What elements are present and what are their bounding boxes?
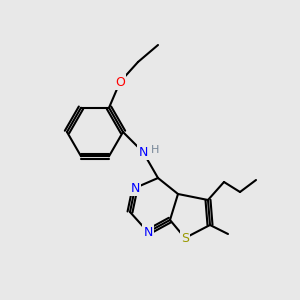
- Text: O: O: [115, 76, 125, 88]
- Text: H: H: [151, 145, 159, 155]
- Text: N: N: [130, 182, 140, 194]
- Text: S: S: [181, 232, 189, 244]
- Text: N: N: [143, 226, 153, 238]
- Text: N: N: [138, 146, 148, 158]
